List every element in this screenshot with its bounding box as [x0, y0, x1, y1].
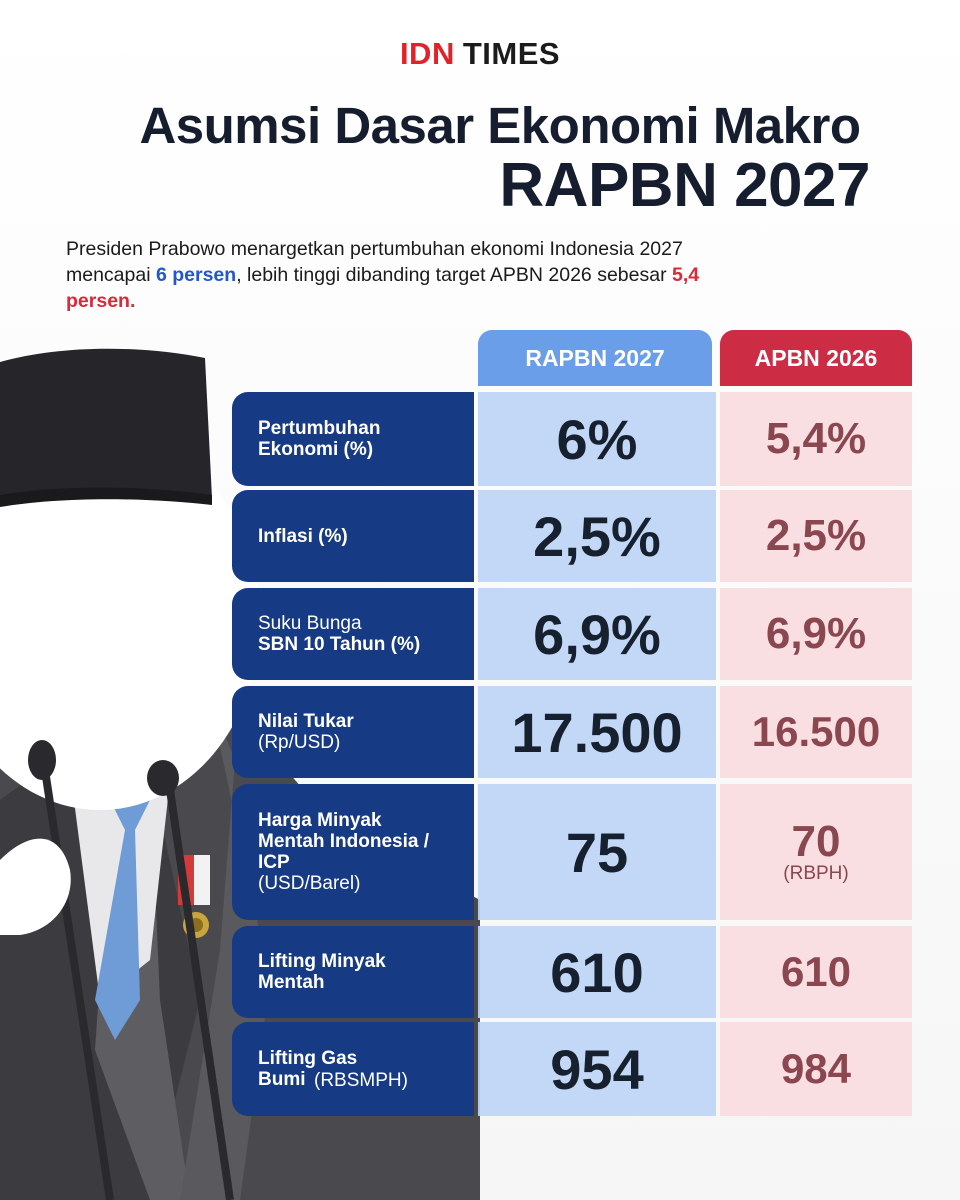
rapbn-value: 2,5%	[533, 504, 661, 568]
logo-idn: IDN	[399, 36, 455, 71]
apbn-value-cell: 5,4%	[720, 392, 912, 486]
column-header-apbn: APBN 2026	[720, 330, 912, 386]
table-row: Lifting Gas Bumi (RBSMPH) 954 984	[0, 1022, 960, 1116]
lead-paragraph: Presiden Prabowo menargetkan pertumbuhan…	[66, 236, 746, 314]
lead-highlight-apbn: 5,4 persen.	[66, 264, 700, 312]
rapbn-value: 610	[550, 940, 644, 1004]
apbn-value-cell: 6,9%	[720, 588, 912, 680]
lead-text-2: , lebih tinggi dibanding target APBN 202…	[236, 264, 672, 286]
row-label: Inflasi (%)	[232, 490, 474, 582]
rapbn-value: 954	[550, 1037, 644, 1101]
column-header-rapbn: RAPBN 2027	[478, 330, 712, 386]
table-row: Inflasi (%) 2,5% 2,5%	[0, 490, 960, 582]
row-label-text: Lifting Gas Bumi	[258, 1048, 358, 1090]
rapbn-value-cell: 6%	[478, 392, 716, 486]
apbn-value-cell: 2,5%	[720, 490, 912, 582]
apbn-unit: (RBPH)	[783, 863, 849, 884]
apbn-value-cell: 70 (RBPH)	[720, 784, 912, 920]
rapbn-value-cell: 2,5%	[478, 490, 716, 582]
apbn-value-cell: 984	[720, 1022, 912, 1116]
row-label-unit: (RBSMPH)	[314, 1070, 408, 1091]
brand-logo: IDN TIMES	[0, 36, 960, 72]
row-label-text: SBN 10 Tahun (%)	[258, 634, 421, 655]
row-label-text: Pertumbuhan Ekonomi (%)	[258, 418, 381, 460]
rapbn-value-cell: 954	[478, 1022, 716, 1116]
lead-text-1: Presiden Prabowo menargetkan pertumbuhan…	[66, 238, 683, 286]
table-row: Pertumbuhan Ekonomi (%) 6% 5,4%	[0, 392, 960, 486]
apbn-value: 16.500	[751, 708, 881, 755]
row-label-unit: (USD/Barel)	[258, 873, 361, 894]
lead-highlight-rapbn: 6 persen	[155, 264, 237, 286]
rapbn-value-cell: 17.500	[478, 686, 716, 778]
rapbn-value: 17.500	[511, 700, 683, 764]
page-title: Asumsi Dasar Ekonomi Makro	[139, 97, 861, 154]
row-label-text: Nilai Tukar	[258, 711, 354, 732]
row-label-unit: (Rp/USD)	[258, 732, 341, 753]
apbn-value: 984	[780, 1045, 852, 1092]
row-label: Nilai Tukar (Rp/USD)	[232, 686, 474, 778]
apbn-value-cell: 610	[720, 926, 912, 1018]
rapbn-value-cell: 75	[478, 784, 716, 920]
row-label: Lifting Gas Bumi (RBSMPH)	[232, 1022, 474, 1116]
row-label: Pertumbuhan Ekonomi (%)	[232, 392, 474, 486]
row-label: Suku Bunga SBN 10 Tahun (%)	[232, 588, 474, 680]
rapbn-value-cell: 6,9%	[478, 588, 716, 680]
apbn-value: 610	[780, 948, 852, 995]
apbn-value-cell: 16.500	[720, 686, 912, 778]
table-row: Harga Minyak Mentah Indonesia / ICP (USD…	[0, 784, 960, 920]
row-label: Harga Minyak Mentah Indonesia / ICP (USD…	[232, 784, 474, 920]
table-row: Lifting Minyak Mentah 610 610	[0, 926, 960, 1018]
row-label-text: Lifting Minyak Mentah	[258, 951, 386, 993]
rapbn-value: 6,9%	[533, 602, 661, 666]
logo-times: TIMES	[462, 36, 561, 71]
apbn-value: 2,5%	[765, 511, 867, 560]
rapbn-value: 75	[565, 820, 629, 884]
apbn-value: 5,4%	[765, 414, 867, 463]
page-subtitle: RAPBN 2027	[499, 151, 870, 220]
row-label: Lifting Minyak Mentah	[232, 926, 474, 1018]
row-label-text: Harga Minyak Mentah Indonesia / ICP	[258, 810, 430, 873]
apbn-value: 70	[791, 817, 841, 866]
row-label-text-thin: Suku Bunga	[258, 613, 362, 634]
rapbn-value: 6%	[556, 407, 638, 471]
apbn-value: 6,9%	[765, 609, 867, 658]
table-row: Nilai Tukar (Rp/USD) 17.500 16.500	[0, 686, 960, 778]
table-row: Suku Bunga SBN 10 Tahun (%) 6,9% 6,9%	[0, 588, 960, 680]
row-label-text: Inflasi (%)	[258, 525, 348, 547]
rapbn-value-cell: 610	[478, 926, 716, 1018]
